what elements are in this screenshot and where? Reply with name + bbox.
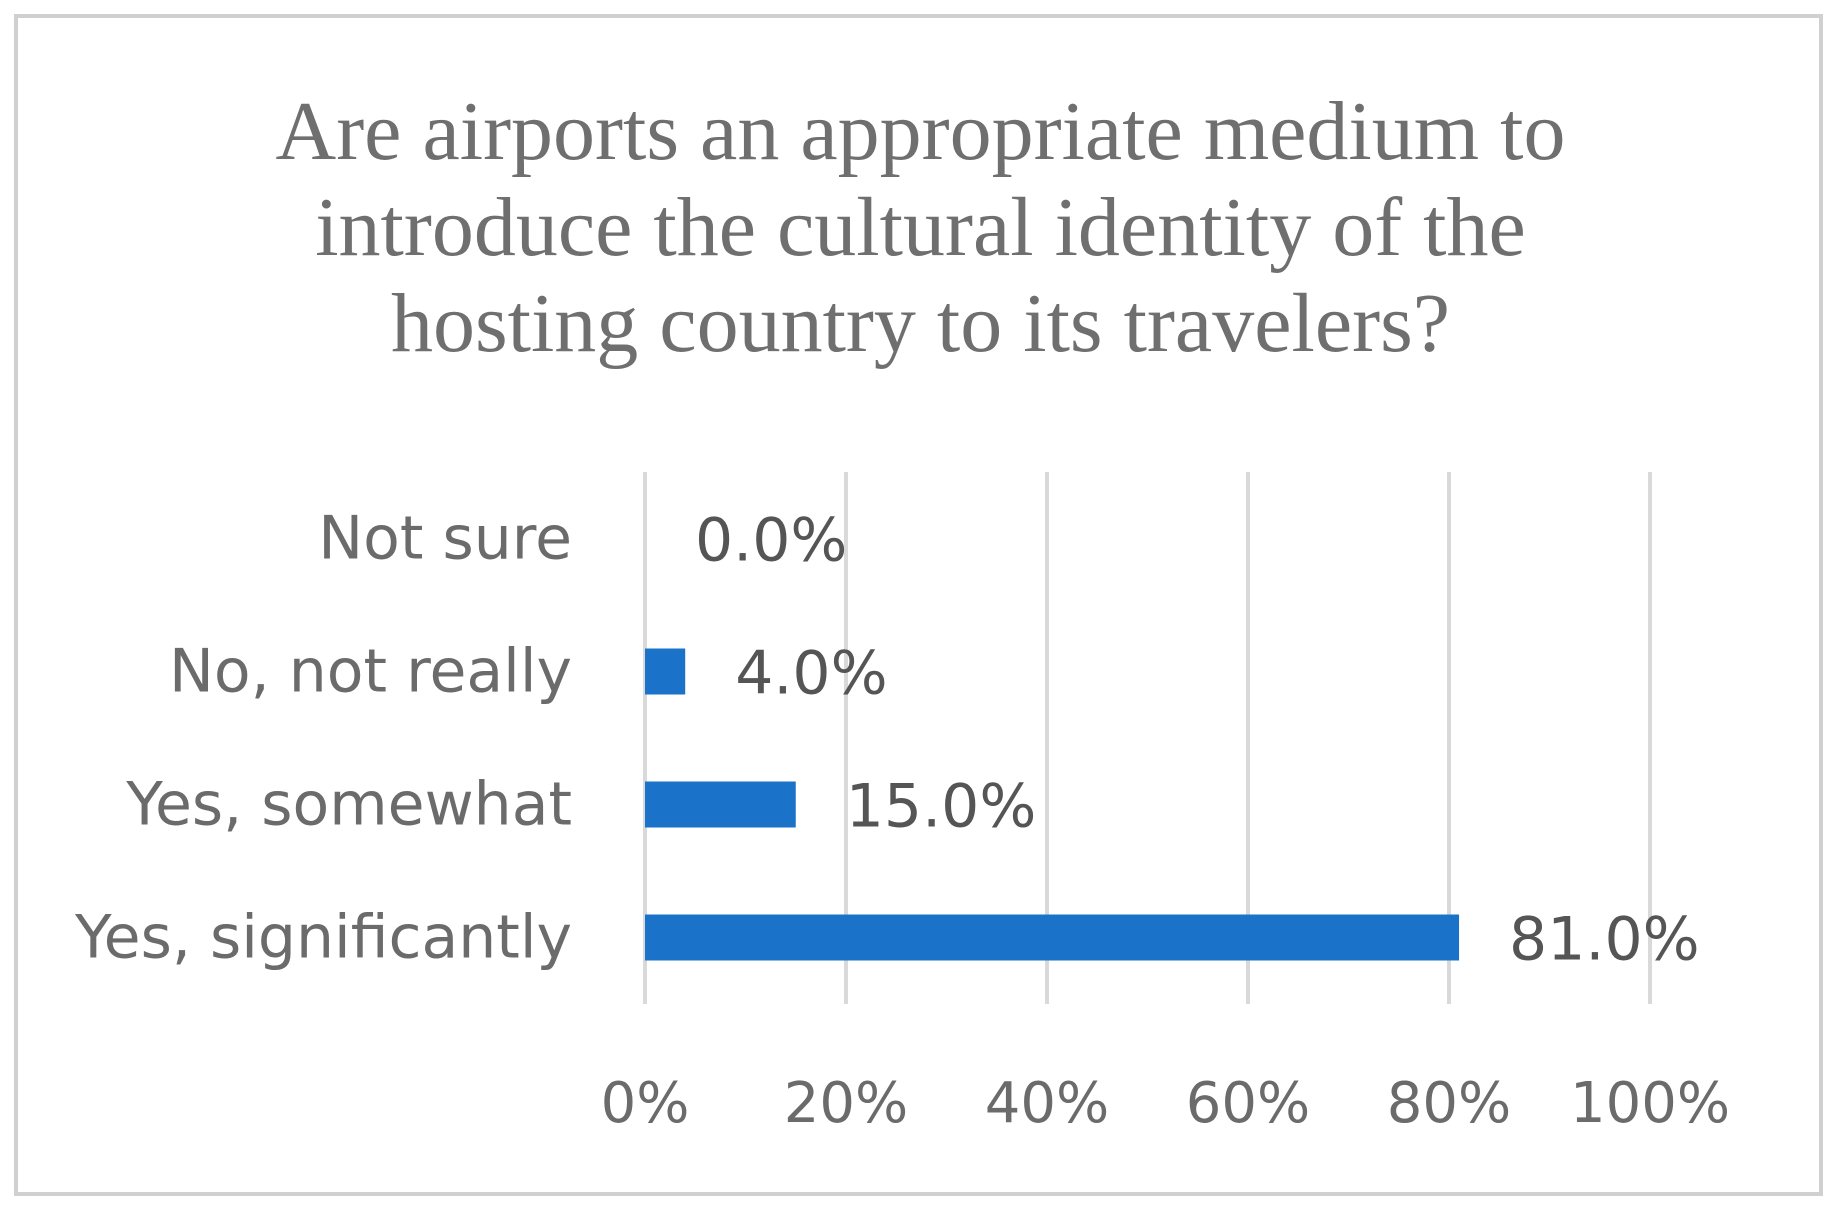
data-labels: 0.0% 4.0% 15.0% 81.0% (695, 506, 1700, 975)
x-tick-label-4: 80% (1387, 1071, 1511, 1136)
chart-title: Are airports an appropriate medium to in… (0, 84, 1841, 372)
chart-frame (14, 14, 1823, 1196)
chart-title-line-2: introduce the cultural identity of the (315, 181, 1526, 274)
bar-2 (645, 781, 796, 828)
category-labels: Not sure No, not really Yes, somewhat Yes, … (74, 504, 572, 973)
data-label-0: 0.0% (695, 506, 847, 576)
x-tick-label-1: 20% (784, 1071, 908, 1136)
category-label-2: Yes, somewhat (125, 770, 572, 840)
chart-title-line-1: Are airports an appropriate medium to (275, 85, 1566, 178)
data-label-3: 81.0% (1509, 905, 1700, 975)
bar-3 (645, 914, 1460, 961)
x-tick-label-3: 60% (1186, 1071, 1310, 1136)
bar-1 (645, 648, 686, 695)
x-tick-labels: 0% 20% 40% 60% 80% 100% (601, 1071, 1730, 1136)
bars (645, 648, 1460, 961)
category-label-0: Not sure (318, 504, 572, 574)
x-tick-label-2: 40% (985, 1071, 1109, 1136)
category-label-1: No, not really (169, 637, 572, 707)
data-label-1: 4.0% (735, 639, 887, 709)
x-tick-label-0: 0% (601, 1071, 690, 1136)
data-label-2: 15.0% (846, 772, 1037, 842)
category-label-3: Yes, significantly (74, 903, 572, 973)
chart-title-line-3: hosting country to its travelers? (390, 277, 1451, 370)
x-tick-label-5: 100% (1570, 1071, 1730, 1136)
